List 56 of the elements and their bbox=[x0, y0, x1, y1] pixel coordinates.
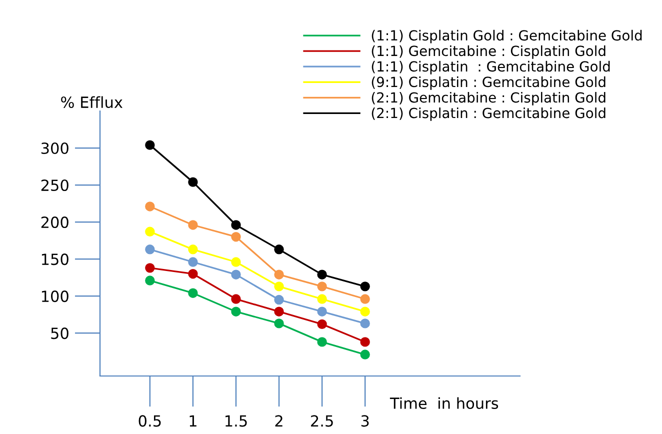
point bbox=[317, 270, 327, 280]
point bbox=[188, 244, 198, 254]
y-tick-label: 300 bbox=[41, 142, 68, 154]
point bbox=[317, 294, 327, 304]
point bbox=[360, 306, 370, 316]
y-tick-label: 50 bbox=[51, 328, 68, 340]
y-tick-label: 150 bbox=[42, 254, 68, 266]
x-axis-title: Time in hours bbox=[390, 397, 498, 410]
point bbox=[274, 282, 284, 292]
legend-label: (2:1) Cisplatin : Gemcitabine Gold bbox=[372, 107, 606, 121]
point bbox=[231, 232, 241, 242]
point bbox=[145, 276, 155, 286]
point bbox=[231, 270, 241, 280]
point bbox=[317, 337, 327, 347]
y-axis-title: % Efflux bbox=[61, 96, 122, 108]
point bbox=[188, 288, 198, 298]
x-tick-label: 2 bbox=[275, 415, 282, 426]
legend-label: (1:1) Gemcitabine : Cisplatin Gold bbox=[372, 45, 606, 59]
point bbox=[274, 318, 284, 328]
point bbox=[188, 257, 198, 267]
point bbox=[274, 306, 284, 316]
y-tick-label: 100 bbox=[42, 290, 68, 302]
point bbox=[188, 177, 198, 187]
point bbox=[317, 319, 327, 330]
y-tick-label: 250 bbox=[41, 179, 68, 192]
point bbox=[360, 282, 370, 292]
point bbox=[231, 306, 241, 316]
point bbox=[360, 337, 370, 347]
point bbox=[145, 140, 155, 150]
point bbox=[188, 268, 198, 279]
x-tick-label: 1.5 bbox=[226, 415, 247, 427]
point bbox=[145, 226, 155, 237]
legend-label: (2:1) Gemcitabine : Cisplatin Gold bbox=[372, 92, 606, 106]
x-tick-label: 0.5 bbox=[138, 415, 161, 427]
point bbox=[274, 294, 284, 305]
point bbox=[231, 257, 241, 267]
legend-label: (9:1) Cisplatin : Gemcitabine Gold bbox=[372, 76, 606, 90]
point bbox=[360, 350, 370, 360]
legend-label: (1:1) Cisplatin Gold : Gemcitabine Gold bbox=[372, 30, 642, 44]
point bbox=[145, 244, 155, 254]
point bbox=[188, 220, 198, 230]
point bbox=[145, 263, 155, 273]
point bbox=[274, 244, 284, 254]
point bbox=[231, 220, 241, 230]
point bbox=[145, 202, 155, 212]
legend-label: (1:1) Cisplatin : Gemcitabine Gold bbox=[372, 60, 610, 74]
point bbox=[231, 294, 241, 304]
x-tick-label: 1 bbox=[190, 415, 196, 426]
y-tick-label: 200 bbox=[41, 216, 68, 228]
x-tick-label: 2.5 bbox=[311, 415, 333, 427]
point bbox=[317, 306, 327, 316]
x-tick-label: 3 bbox=[361, 415, 369, 427]
point bbox=[317, 282, 327, 292]
point bbox=[360, 294, 370, 304]
point bbox=[274, 270, 284, 280]
point bbox=[360, 318, 370, 328]
